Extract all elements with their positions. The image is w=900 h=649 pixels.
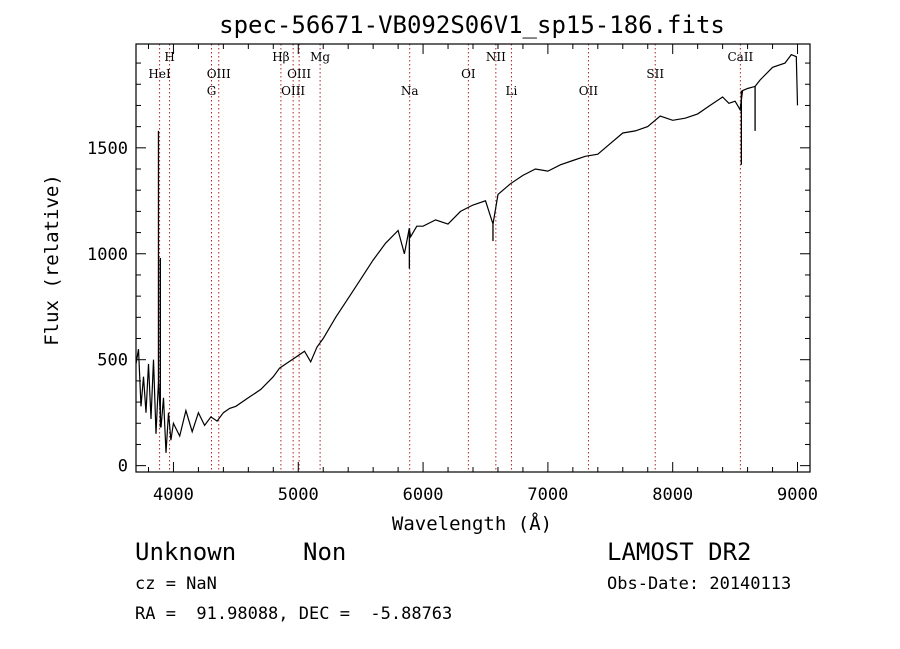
redshift-value: cz = NaN	[135, 574, 217, 594]
y-tick-label: 1000	[87, 245, 128, 265]
spectrum-spikes	[157, 86, 756, 428]
line-label-6: OIII	[281, 84, 305, 98]
y-tick-label: 0	[118, 457, 128, 477]
x-tick-label: 7000	[527, 485, 568, 505]
line-label-11: Li	[506, 84, 518, 98]
chart-title: spec-56671-VB092S06V1_sp15-186.fits	[219, 11, 725, 39]
coordinates: RA = 91.98088, DEC = -5.88763	[135, 604, 453, 624]
object-class: Unknown	[135, 538, 237, 566]
line-label-10: NII	[486, 50, 506, 64]
line-label-8: Na	[401, 84, 419, 98]
line-label-13: SII	[646, 67, 664, 81]
emission-line-labels: HeI H OIII G Hβ OIII OIII Mg Na OI NII Li OII SII CaII	[148, 50, 753, 98]
y-axis-ticks: 0 500 1000 1500	[87, 62, 810, 477]
line-label-5: OIII	[287, 67, 311, 81]
observation-date: Obs-Date: 20140113	[607, 574, 792, 594]
line-label-12: OII	[579, 84, 599, 98]
y-axis-label: Flux (relative)	[41, 174, 63, 346]
x-tick-label: 9000	[777, 485, 818, 505]
plot-frame	[135, 43, 811, 473]
line-label-3: G	[207, 84, 217, 98]
x-tick-label: 6000	[403, 485, 444, 505]
x-tick-label: 8000	[652, 485, 693, 505]
line-label-4: Hβ	[272, 50, 289, 64]
line-label-9: OI	[461, 67, 476, 81]
x-tick-label: 5000	[278, 485, 319, 505]
emission-line-markers	[159, 44, 741, 472]
object-subclass: Non	[303, 538, 347, 566]
y-tick-label: 1500	[87, 139, 128, 159]
y-tick-label: 500	[97, 351, 128, 371]
line-label-14: CaII	[727, 50, 753, 64]
survey-name: LAMOST DR2	[607, 538, 752, 566]
line-label-0: HeI	[148, 67, 171, 81]
x-axis-label: Wavelength (Å)	[392, 512, 552, 535]
spectrum-line	[135, 53, 799, 453]
line-label-1: H	[164, 50, 174, 64]
x-axis-ticks: 4000 5000 6000 7000 8000 9000	[147, 44, 818, 505]
x-tick-label: 4000	[153, 485, 194, 505]
line-label-2: OIII	[207, 67, 231, 81]
line-label-7: Mg	[310, 50, 330, 64]
